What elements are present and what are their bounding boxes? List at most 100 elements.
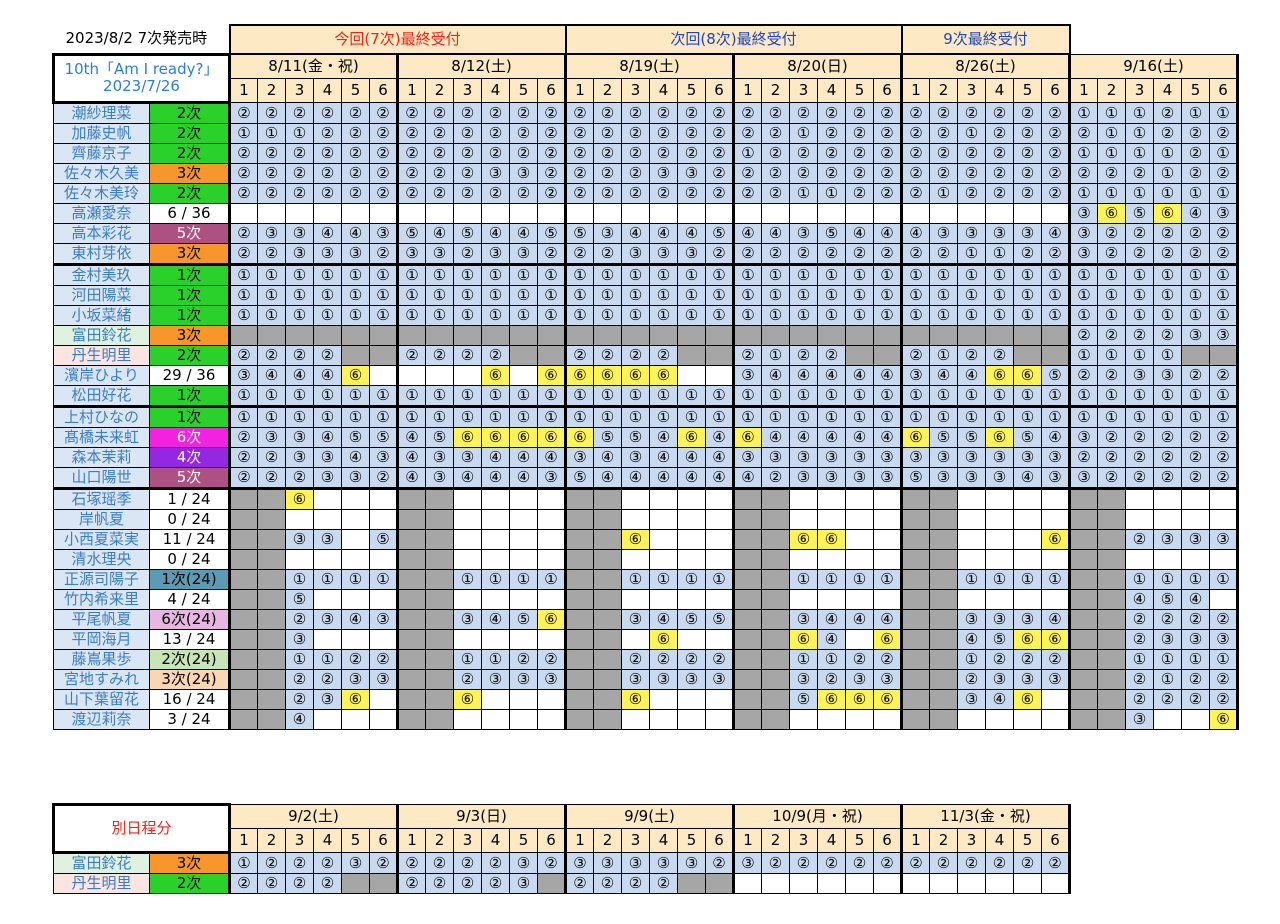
part-number: 6: [1209, 78, 1239, 103]
schedule-cell: ①: [900, 305, 930, 326]
schedule-cell: ①: [900, 385, 930, 407]
schedule-cell: [929, 549, 958, 570]
schedule-cell: ②: [817, 243, 846, 265]
part-number: 3: [789, 78, 818, 103]
schedule-cell: ④: [1041, 609, 1070, 630]
schedule-cell: ②: [313, 163, 342, 184]
schedule-cell: ②: [369, 123, 398, 144]
schedule-cell: ②: [621, 183, 650, 204]
schedule-cell: ⑤: [425, 427, 454, 448]
schedule-cell: ②: [705, 102, 734, 124]
schedule-cell: [1097, 487, 1126, 510]
schedule-cell: [1097, 609, 1126, 630]
schedule-cell: ②: [425, 852, 454, 874]
schedule-cell: [228, 529, 258, 550]
schedule-cell: ③: [621, 243, 650, 265]
schedule-cell: [537, 873, 566, 894]
schedule-cell: ②: [1041, 163, 1070, 184]
schedule-cell: ①: [1013, 405, 1042, 428]
schedule-cell: [649, 509, 678, 530]
schedule-cell: ②: [621, 102, 650, 124]
schedule-cell: ①: [453, 569, 482, 590]
schedule-cell: ②: [509, 183, 538, 204]
schedule-cell: ⑤: [1153, 589, 1182, 610]
schedule-cell: ④: [621, 467, 650, 489]
schedule-cell: ②: [1097, 447, 1126, 468]
schedule-cell: ④: [313, 427, 342, 448]
schedule-cell: [1097, 649, 1126, 670]
schedule-cell: ①: [481, 305, 510, 326]
schedule-cell: [396, 487, 426, 510]
schedule-cell: ⑤: [396, 223, 426, 244]
schedule-cell: [985, 509, 1014, 530]
member-status: 1次: [149, 405, 230, 428]
schedule-cell: ①: [1125, 345, 1154, 366]
schedule-cell: [1097, 509, 1126, 530]
schedule-cell: [228, 669, 258, 690]
schedule-cell: ①: [228, 123, 258, 144]
schedule-cell: ②: [1181, 669, 1210, 690]
schedule-cell: ①: [313, 649, 342, 670]
schedule-cell: ②: [396, 345, 426, 366]
schedule-cell: [1041, 509, 1070, 530]
schedule-cell: ②: [564, 123, 594, 144]
schedule-cell: ③: [1068, 427, 1098, 448]
schedule-cell: [1068, 689, 1098, 710]
schedule-cell: ②: [1125, 669, 1154, 690]
schedule-cell: ②: [369, 102, 398, 124]
schedule-cell: [789, 709, 818, 730]
schedule-cell: [509, 509, 538, 530]
schedule-cell: ①: [817, 183, 846, 204]
schedule-cell: [957, 589, 986, 610]
schedule-cell: ①: [1041, 569, 1070, 590]
schedule-cell: ②: [285, 669, 314, 690]
schedule-cell: ②: [1125, 629, 1154, 650]
schedule-cell: ②: [369, 467, 398, 489]
schedule-cell: ④: [649, 467, 678, 489]
member-name: 藤嶌果歩: [53, 649, 150, 670]
member-row: 髙橋未来虹 6次 ② ③ ③ ④ ⑤ ⑤ ④ ⑤ ⑥ ⑥ ⑥ ⑥ ⑥ ⑤ ⑤ ④ ⑥ ④ ⑥ ④ ④ ④ ④ ④ ⑥ ⑤ ⑤ ⑥ ⑤ ④ ③ ② ②…: [53, 427, 1239, 448]
schedule-cell: ①: [732, 385, 762, 407]
schedule-cell: ③: [481, 669, 510, 690]
schedule-cell: [396, 203, 426, 224]
schedule-cell: [1068, 649, 1098, 670]
schedule-cell: [705, 325, 734, 346]
schedule-cell: ③: [537, 467, 566, 489]
schedule-cell: ①: [341, 569, 370, 590]
schedule-cell: ④: [453, 467, 482, 489]
schedule-cell: ③: [257, 427, 286, 448]
schedule-cell: ②: [593, 345, 622, 366]
schedule-cell: ③: [1013, 669, 1042, 690]
date-header: 8/20(日): [732, 53, 902, 79]
schedule-cell: ②: [957, 102, 986, 124]
schedule-cell: ①: [817, 569, 846, 590]
member-name: 東村芽依: [53, 243, 150, 265]
schedule-cell: ①: [593, 285, 622, 306]
schedule-cell: [1097, 669, 1126, 690]
schedule-cell: [257, 569, 286, 590]
schedule-cell: [228, 549, 258, 570]
schedule-cell: ①: [705, 305, 734, 326]
member-name: 高瀬愛奈: [53, 203, 150, 224]
schedule-cell: ②: [732, 123, 762, 144]
schedule-cell: ②: [564, 243, 594, 265]
schedule-cell: [564, 689, 594, 710]
schedule-cell: [1013, 203, 1042, 224]
schedule-cell: [257, 709, 286, 730]
schedule-cell: [621, 509, 650, 530]
member-name: 丹生明里: [53, 345, 150, 366]
schedule-cell: ②: [845, 852, 874, 874]
schedule-cell: [369, 709, 398, 730]
schedule-cell: [593, 649, 622, 670]
schedule-cell: ①: [705, 569, 734, 590]
schedule-cell: ②: [537, 649, 566, 670]
schedule-cell: ④: [817, 629, 846, 650]
schedule-cell: ①: [1153, 183, 1182, 204]
schedule-cell: [985, 549, 1014, 570]
schedule-cell: [649, 589, 678, 610]
schedule-cell: ⑤: [900, 467, 930, 489]
schedule-cell: ②: [1097, 325, 1126, 346]
schedule-cell: ④: [481, 223, 510, 244]
schedule-cell: ②: [228, 243, 258, 265]
schedule-cell: ③: [985, 467, 1014, 489]
